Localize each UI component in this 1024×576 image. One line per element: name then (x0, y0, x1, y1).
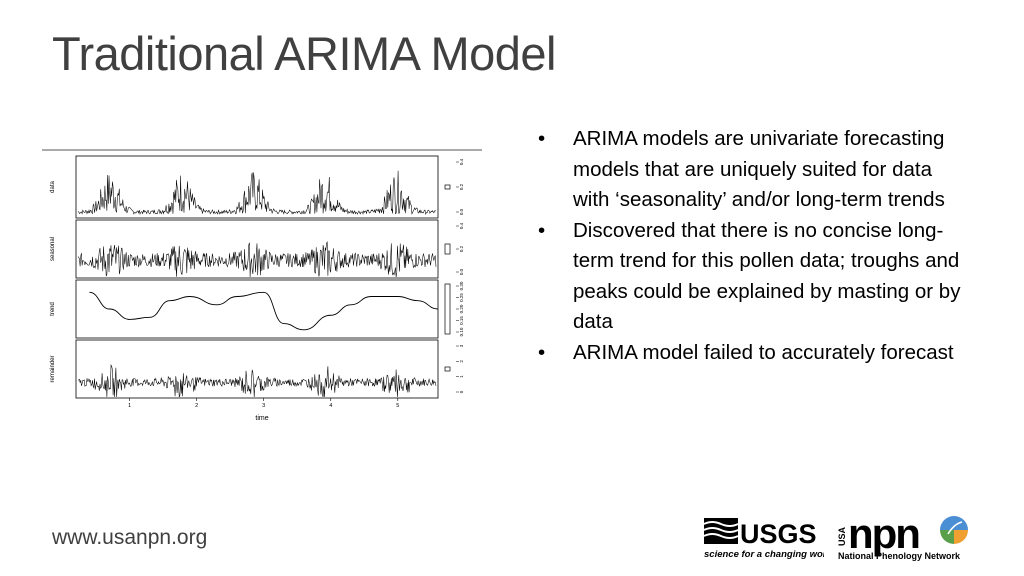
x-tick-label: 2 (195, 403, 198, 409)
y-tick-label: 2 (459, 360, 464, 363)
leaf-blue (940, 516, 968, 530)
y-tick-label: 0.10 (459, 327, 464, 336)
panel-frame (75, 339, 439, 399)
x-tick-label: 1 (128, 403, 131, 409)
y-tick-label: 0.2 (459, 245, 464, 252)
panel-seasonal: seasonal 0.0 0.2 0.4 (50, 219, 464, 279)
footer-url[interactable]: www.usanpn.org (52, 526, 208, 549)
panel-frame (75, 279, 439, 339)
trend-line (89, 291, 439, 331)
x-axis-label: time (255, 415, 268, 422)
stl-decomposition-figure: data 0.0 0.2 0.4 seasonal 0.0 0.2 0.4 trend 0.10 0… (42, 148, 482, 428)
npn-logo: USA npn National Phenology Network (837, 510, 968, 561)
y-tick-label: 0 (459, 390, 464, 393)
scale-bar (444, 184, 451, 190)
panel-frame (75, 219, 439, 279)
decomposition-chart: data 0.0 0.2 0.4 seasonal 0.0 0.2 0.4 trend 0.10 0… (42, 149, 482, 422)
npn-usa-prefix: USA (837, 526, 847, 546)
y-tick-label: 0.0 (459, 208, 464, 215)
seasonal-series (77, 241, 437, 278)
scale-bar (444, 283, 451, 335)
panel-label: data (50, 181, 56, 193)
y-tick-label: 0.25 (459, 293, 464, 302)
usgs-logo: USGS science for a changing world (704, 518, 824, 560)
y-tick-label: 1 (459, 375, 464, 378)
x-tick-label: 4 (329, 403, 332, 409)
y-tick-label: 0.4 (459, 158, 464, 165)
leaf-vein (947, 521, 963, 535)
scale-bar (444, 366, 451, 372)
usgs-tagline: science for a changing world (704, 549, 824, 560)
npn-network-name: National Phenology Network (838, 551, 961, 561)
usgs-wave-icon (704, 518, 739, 544)
y-tick-label: 0.15 (459, 316, 464, 325)
panel-frame (75, 155, 439, 219)
remainder-series (77, 363, 437, 398)
x-tick-label: 3 (262, 403, 265, 409)
npn-leaf-icon (940, 516, 968, 544)
data-series (77, 170, 437, 215)
x-tick-label: 5 (396, 403, 399, 409)
bullet-item: ARIMA models are univariate forecasting … (538, 124, 968, 216)
panel-label: seasonal (50, 237, 56, 261)
panel-data: data 0.0 0.2 0.4 (50, 155, 464, 219)
usgs-wordmark: USGS (740, 519, 817, 549)
y-tick-label: 0.0 (459, 268, 464, 275)
leaf-green (940, 530, 954, 544)
y-tick-label: 0.4 (459, 222, 464, 229)
scale-bar (444, 243, 451, 255)
y-tick-label: 0.20 (459, 304, 464, 313)
panel-trend: trend 0.10 0.15 0.20 0.25 0.30 (50, 279, 464, 339)
leaf-orange (954, 530, 968, 544)
slide-title: Traditional ARIMA Model (52, 27, 557, 80)
bullet-item: Discovered that there is no concise long… (538, 216, 968, 338)
y-tick-label: 0.30 (459, 281, 464, 290)
npn-wordmark: npn (848, 510, 919, 557)
y-tick-label: 3 (459, 344, 464, 347)
y-tick-label: 0.2 (459, 183, 464, 190)
panel-label: trend (50, 302, 56, 316)
panel-remainder: remainder 0 1 2 3 (50, 339, 464, 399)
bullet-item: ARIMA model failed to accurately forecas… (538, 338, 968, 369)
bullet-list: ARIMA models are univariate forecasting … (538, 124, 968, 368)
panel-label: remainder (50, 355, 56, 382)
x-axis: 1 2 3 4 5 (128, 398, 399, 409)
